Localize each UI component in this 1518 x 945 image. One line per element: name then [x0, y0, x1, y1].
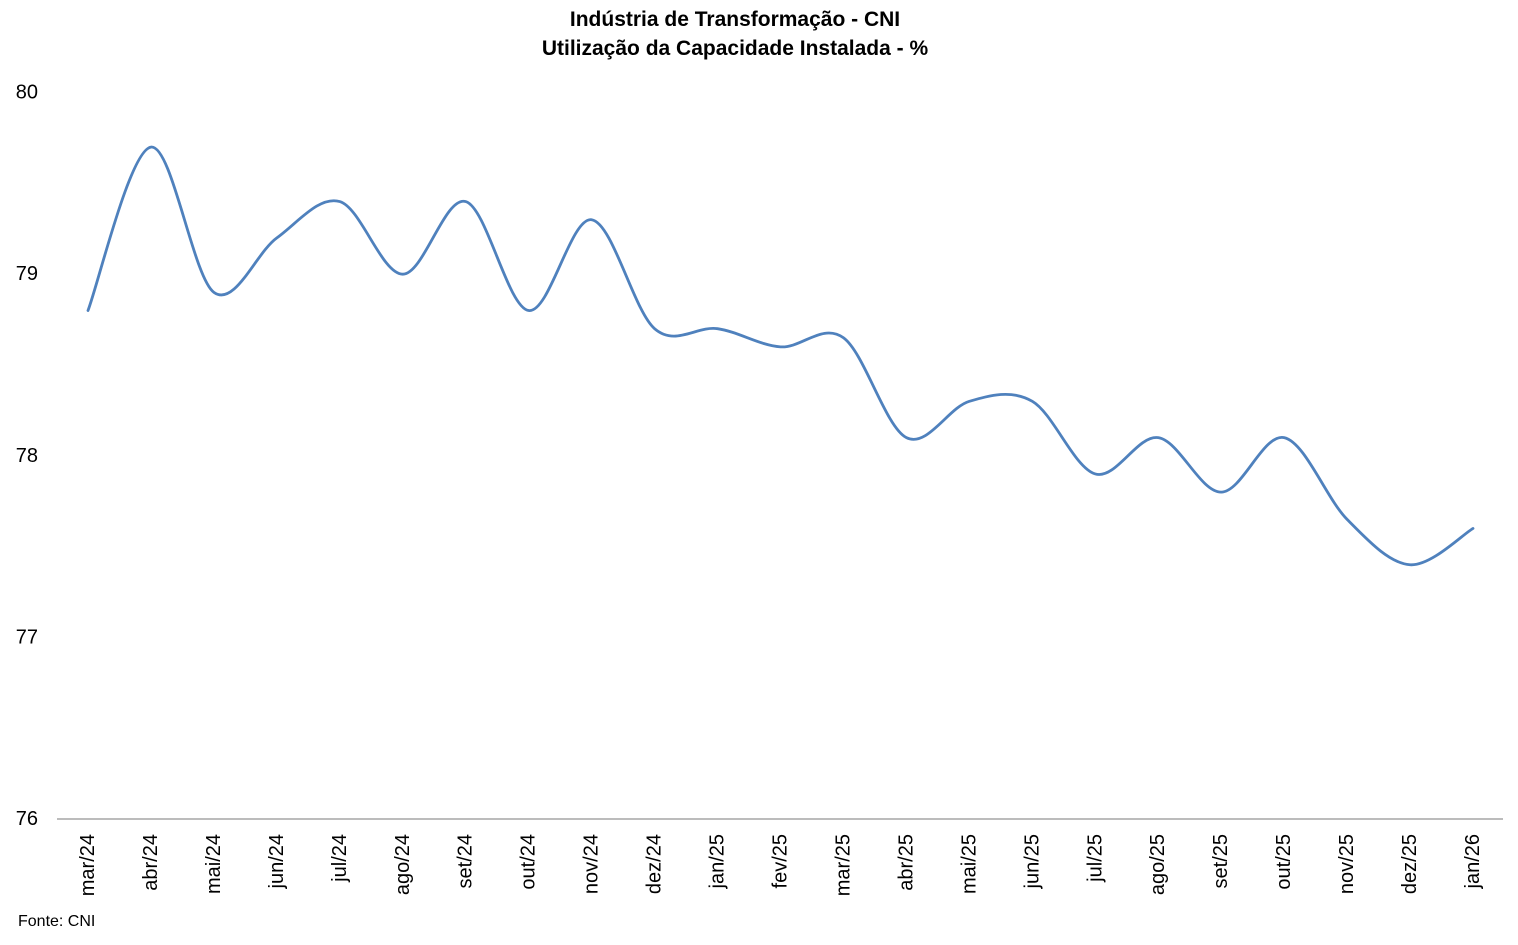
x-axis-tick-label: out/24 — [518, 834, 540, 890]
y-axis-tick-label: 80 — [16, 82, 38, 104]
x-axis-tick-label: dez/24 — [644, 834, 666, 894]
x-axis-tick-label: dez/25 — [1399, 834, 1421, 894]
x-axis-tick-label: jun/25 — [1021, 834, 1043, 890]
x-axis-tick-label: fev/25 — [770, 834, 792, 888]
x-axis-tick-label: nov/25 — [1336, 834, 1358, 894]
series-line-capacity-utilization — [86, 145, 1475, 567]
source-note: Fonte: CNI — [18, 913, 96, 930]
x-axis-tick-label: abr/25 — [895, 834, 917, 891]
x-axis-tick-label: mar/24 — [77, 834, 99, 896]
y-axis-tick-label: 76 — [16, 808, 38, 830]
x-axis-tick-label: ago/24 — [392, 834, 414, 895]
y-axis-tick-label: 78 — [16, 445, 38, 467]
x-axis-tick-label: ago/25 — [1147, 834, 1169, 895]
chart-title: Indústria de Transformação - CNI Utiliza… — [20, 5, 1450, 63]
x-axis-tick-label: jun/24 — [266, 834, 288, 890]
x-axis-tick-label: abr/24 — [140, 834, 162, 891]
x-axis-tick-label: jul/25 — [1084, 834, 1106, 883]
x-axis-tick-label: nov/24 — [581, 834, 603, 894]
x-axis-tick-label: mar/25 — [833, 834, 855, 896]
x-axis-tick-label: mai/24 — [203, 834, 225, 894]
x-axis-tick-label: set/24 — [455, 834, 477, 888]
x-axis-tick-label: set/25 — [1210, 834, 1232, 888]
y-axis-tick-label: 77 — [16, 626, 38, 648]
chart-title-line2: Utilização da Capacidade Instalada - % — [541, 37, 929, 60]
y-axis-tick-label: 79 — [16, 263, 38, 285]
x-axis-tick-label: jul/24 — [329, 834, 351, 883]
x-axis-tick-label: jan/26 — [1462, 834, 1484, 890]
x-axis-tick-label: mai/25 — [958, 834, 980, 894]
x-axis-tick-label: out/25 — [1273, 834, 1295, 890]
x-axis-tick-label: jan/25 — [707, 834, 729, 890]
chart-title-line1: Indústria de Transformação - CNI — [569, 8, 901, 31]
